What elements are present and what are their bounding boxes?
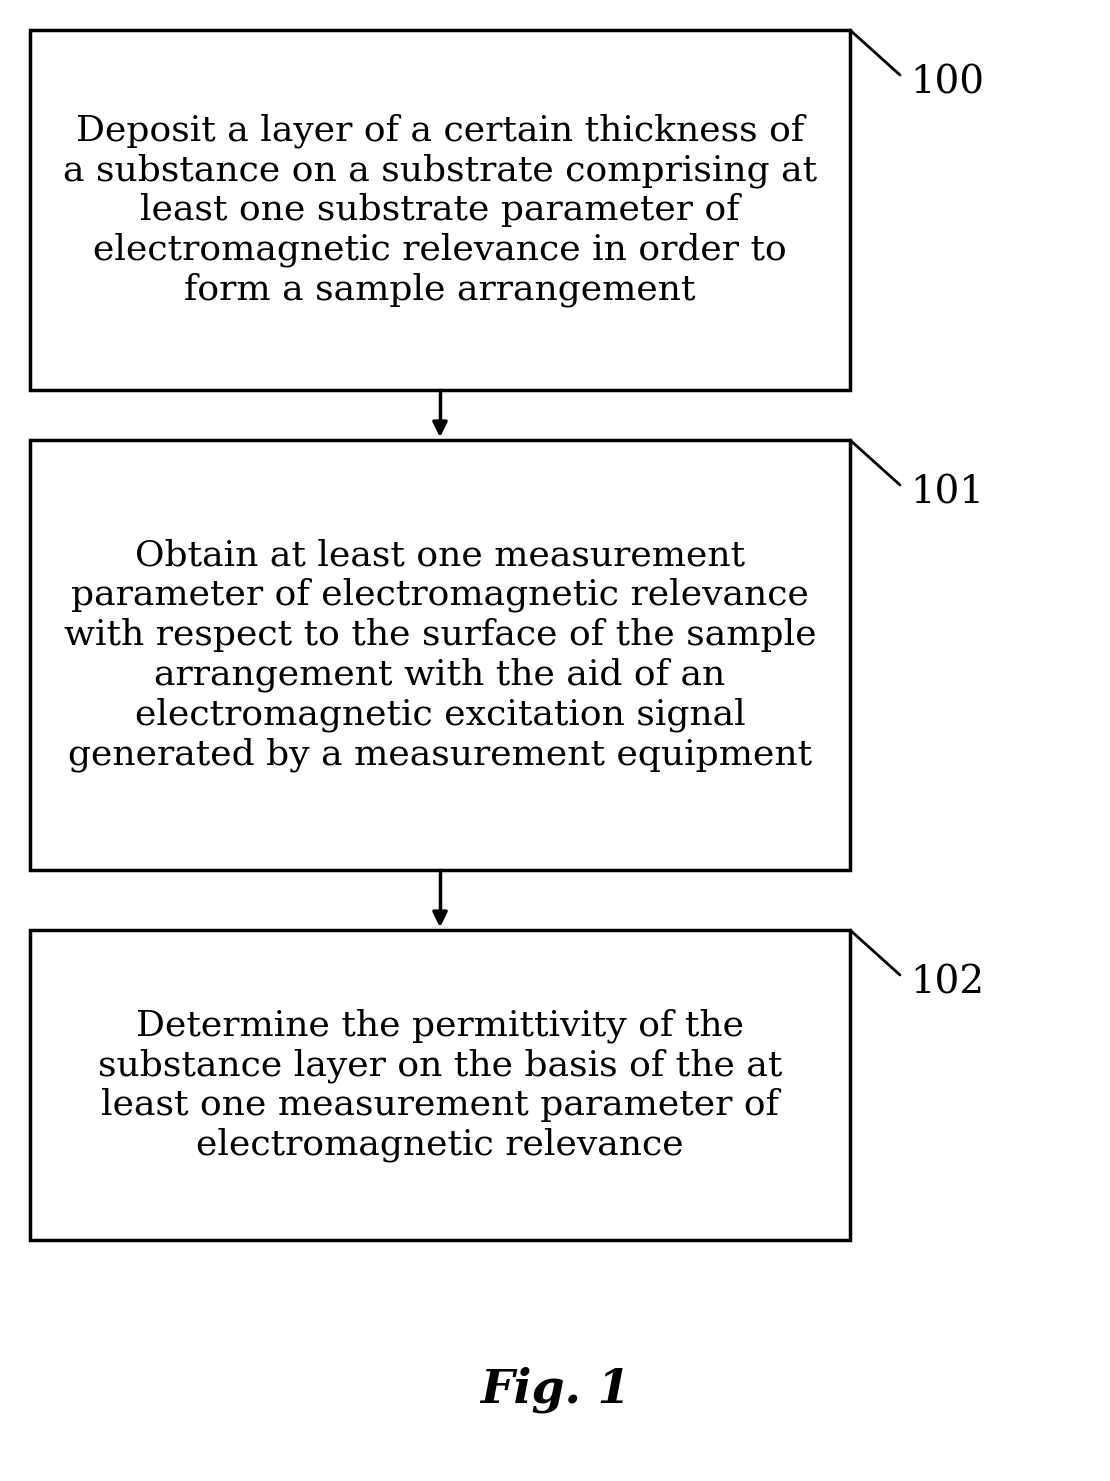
Text: 100: 100: [910, 65, 985, 102]
Text: Deposit a layer of a certain thickness of
a substance on a substrate comprising : Deposit a layer of a certain thickness o…: [63, 113, 817, 307]
Text: 101: 101: [910, 475, 983, 512]
Bar: [30, 930, 850, 1240]
Bar: [30, 30, 850, 390]
Text: Fig. 1: Fig. 1: [480, 1367, 630, 1413]
Text: Obtain at least one measurement
parameter of electromagnetic relevance
with resp: Obtain at least one measurement paramete…: [63, 539, 816, 772]
Text: 102: 102: [910, 966, 985, 1003]
Text: Determine the permittivity of the
substance layer on the basis of the at
least o: Determine the permittivity of the substa…: [98, 1009, 783, 1163]
Bar: [30, 440, 850, 869]
